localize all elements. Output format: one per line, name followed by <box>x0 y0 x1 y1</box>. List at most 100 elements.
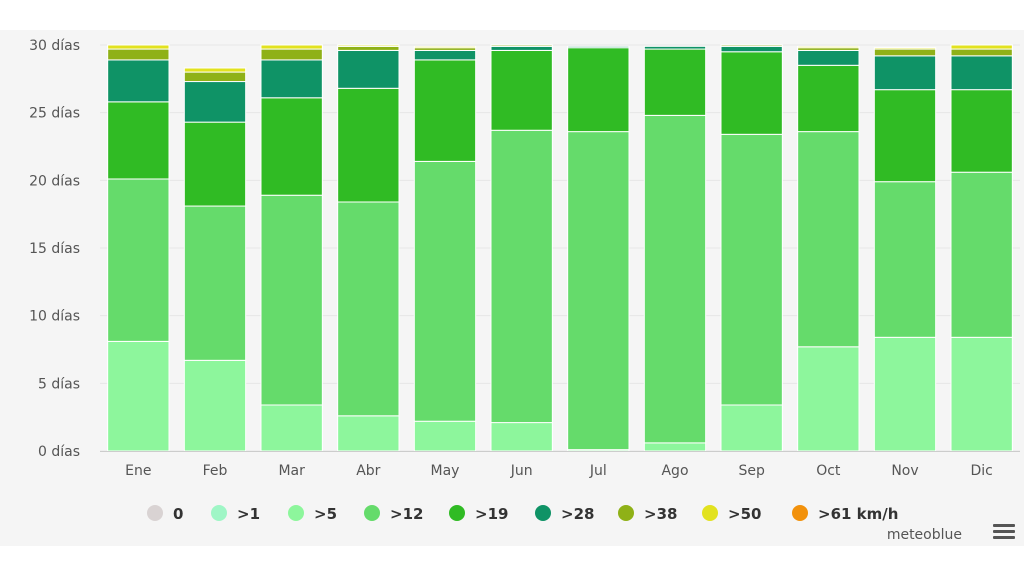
bar-segment[interactable] <box>107 178 170 342</box>
legend-item[interactable]: >19 <box>449 505 508 523</box>
bar-segment[interactable] <box>873 336 937 452</box>
bar-segment[interactable] <box>183 205 247 361</box>
bar-segment[interactable] <box>107 44 170 50</box>
x-tick-label: Oct <box>816 463 841 479</box>
bar-segment[interactable] <box>797 346 860 452</box>
legend-item[interactable]: >61 km/h <box>792 505 898 523</box>
bar-segment[interactable] <box>337 415 400 452</box>
y-tick-label: 5 días <box>38 376 80 392</box>
bar-segment[interactable] <box>873 55 937 91</box>
bar-segment[interactable] <box>490 49 553 131</box>
bar-segment[interactable] <box>183 121 247 207</box>
bar-segment[interactable] <box>490 44 553 47</box>
bar-segment[interactable] <box>720 45 783 53</box>
bar-segment[interactable] <box>950 44 1013 50</box>
bar-segment[interactable] <box>413 420 477 452</box>
bar-segment[interactable] <box>720 51 783 135</box>
bar-segment[interactable] <box>950 48 1013 57</box>
legend-label: >50 <box>728 505 761 523</box>
bar-segment[interactable] <box>643 48 707 116</box>
bar-segment[interactable] <box>107 59 170 103</box>
bar-segment[interactable] <box>950 89 1013 173</box>
bar-segment[interactable] <box>720 44 783 47</box>
bar-segment[interactable] <box>643 114 707 444</box>
bar-segment[interactable] <box>183 81 247 123</box>
legend-swatch <box>618 505 634 521</box>
bar-segment[interactable] <box>797 45 860 49</box>
legend-label: >5 <box>314 505 337 523</box>
x-tick-label: Mar <box>278 463 305 479</box>
grid-lines <box>100 44 1020 452</box>
x-tick-label: Ago <box>661 463 688 479</box>
bar-segment[interactable] <box>873 48 937 57</box>
bar-segment[interactable] <box>950 336 1013 452</box>
bar-segment[interactable] <box>337 49 400 89</box>
bar-segment[interactable] <box>413 59 477 162</box>
x-tick-label: Sep <box>738 463 765 479</box>
legend-swatch <box>288 505 304 521</box>
bar-segment[interactable] <box>183 359 247 452</box>
legend-item[interactable]: >1 <box>211 505 260 523</box>
y-tick-label: 0 días <box>38 444 80 460</box>
legend-swatch <box>535 505 551 521</box>
bar-segment[interactable] <box>873 89 937 183</box>
bar-segment[interactable] <box>720 404 783 452</box>
bar-segment[interactable] <box>260 44 323 50</box>
bar-segment[interactable] <box>413 49 477 61</box>
x-tick-label: Abr <box>356 463 380 479</box>
legend-item[interactable]: >28 <box>535 505 594 523</box>
bar-segment[interactable] <box>797 49 860 66</box>
bars <box>107 44 1013 452</box>
bar-segment[interactable] <box>490 422 553 452</box>
bar-segment[interactable] <box>490 129 553 424</box>
chart-container: 0 días 5 días 10 días 15 días 20 días 25 días… <box>0 30 1024 546</box>
bar-segment[interactable] <box>873 47 937 50</box>
hamburger-menu-icon[interactable] <box>993 522 1015 542</box>
bar-segment[interactable] <box>107 101 170 180</box>
bar-segment[interactable] <box>337 87 400 203</box>
bar-segment[interactable] <box>413 45 477 49</box>
bar-segment[interactable] <box>260 404 323 452</box>
x-tick-label: Jun <box>510 463 533 479</box>
legend-item[interactable]: >38 <box>618 505 677 523</box>
x-tick-label: Nov <box>891 463 918 479</box>
legend-label: >1 <box>237 505 260 523</box>
bar-segment[interactable] <box>797 64 860 133</box>
y-axis-ticks: 0 días 5 días 10 días 15 días 20 días 25 días… <box>29 38 80 460</box>
legend-item[interactable]: >50 <box>702 505 761 523</box>
legend-swatch <box>702 505 718 521</box>
y-tick-label: 30 días <box>29 38 80 54</box>
bar-segment[interactable] <box>260 59 323 99</box>
bar-segment[interactable] <box>567 47 630 133</box>
bar-segment[interactable] <box>337 201 400 417</box>
x-axis-ticks: Ene Feb Mar Abr May Jun Jul Ago Sep Oct Nov Dic <box>125 463 993 479</box>
credit-label: meteoblue <box>886 527 962 543</box>
y-tick-label: 20 días <box>29 173 80 189</box>
bar-segment[interactable] <box>490 45 553 51</box>
bar-segment[interactable] <box>797 131 860 348</box>
bar-segment[interactable] <box>567 45 630 49</box>
bar-segment[interactable] <box>643 45 707 50</box>
bar-segment[interactable] <box>567 131 630 451</box>
bar-segment[interactable] <box>260 48 323 61</box>
bar-segment[interactable] <box>107 340 170 452</box>
y-tick-label: 10 días <box>29 309 80 325</box>
bar-segment[interactable] <box>950 171 1013 338</box>
bar-segment[interactable] <box>873 181 937 338</box>
bar-segment[interactable] <box>260 194 323 406</box>
legend-item[interactable]: >12 <box>364 505 423 523</box>
bar-segment[interactable] <box>643 442 707 452</box>
bar-segment[interactable] <box>720 133 783 406</box>
legend-label: >38 <box>644 505 677 523</box>
bar-segment[interactable] <box>337 45 400 51</box>
bar-segment[interactable] <box>183 67 247 73</box>
bar-segment[interactable] <box>337 44 400 47</box>
bar-segment[interactable] <box>183 71 247 83</box>
bar-segment[interactable] <box>950 55 1013 91</box>
legend-swatch <box>792 505 808 521</box>
bar-segment[interactable] <box>413 160 477 422</box>
legend-item[interactable]: >5 <box>288 505 337 523</box>
legend-item[interactable]: 0 <box>147 505 183 523</box>
bar-segment[interactable] <box>107 48 170 61</box>
bar-segment[interactable] <box>260 97 323 196</box>
